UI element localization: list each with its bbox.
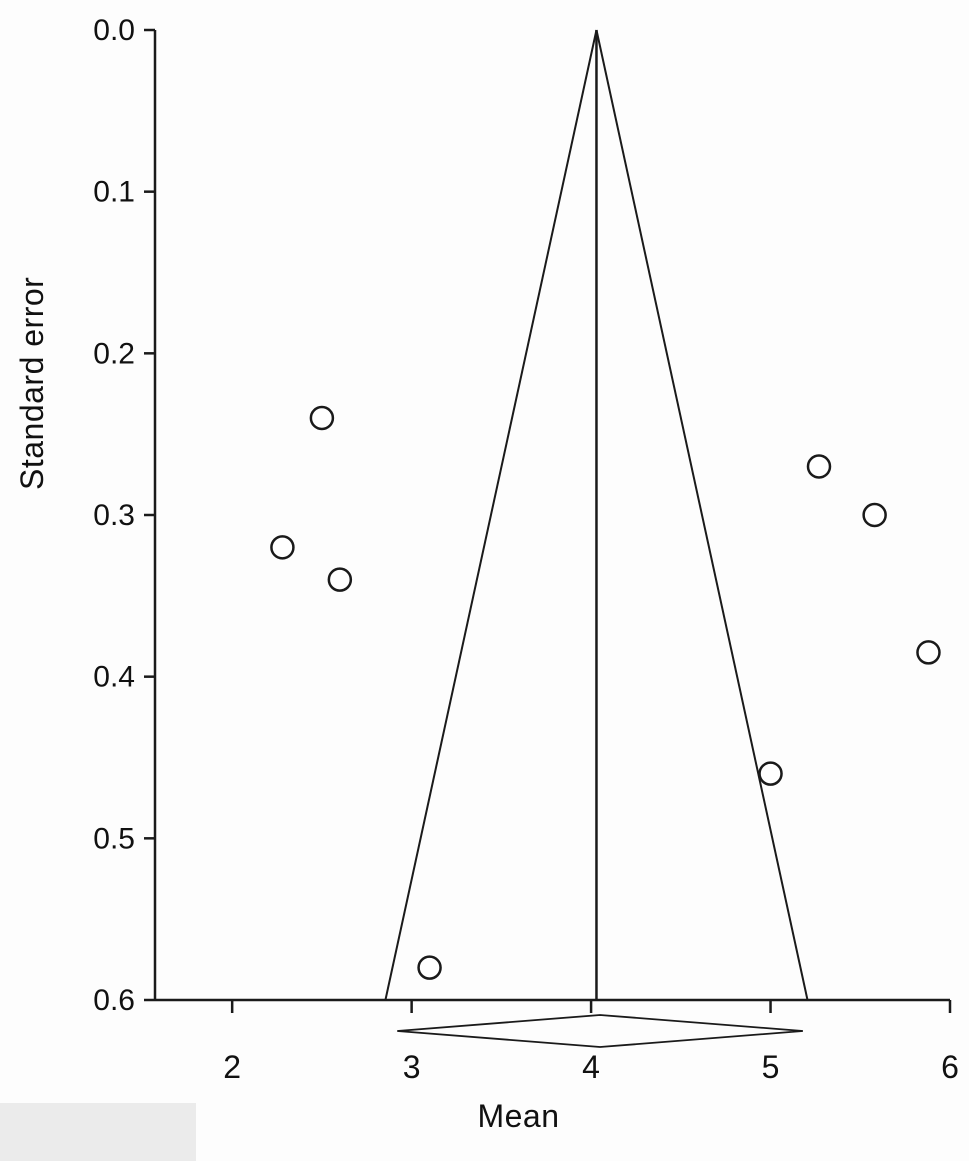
y-tick-label: 0.1: [93, 176, 135, 209]
y-tick-label: 0.4: [93, 661, 135, 694]
y-tick-label: 0.5: [93, 822, 135, 855]
x-tick-label: 4: [582, 1049, 600, 1085]
study-point: [309, 405, 335, 431]
study-point: [916, 640, 941, 665]
study-point: [862, 502, 887, 528]
study-point: [270, 535, 295, 560]
study-point: [806, 454, 832, 479]
funnel-right-boundary: [595, 29, 809, 1001]
y-tick-label: 0.3: [93, 499, 135, 532]
x-tick-label: 2: [223, 1049, 241, 1085]
funnel-left-boundary: [384, 29, 598, 1001]
scan-artifact: [0, 1103, 196, 1161]
y-tick-label: 0.0: [93, 14, 135, 47]
x-axis-title: Mean: [0, 1098, 969, 1135]
x-axis-title-text: Mean: [477, 1098, 560, 1134]
x-tick-label: 6: [941, 1049, 959, 1085]
x-tick-label: 5: [762, 1049, 780, 1085]
pooled-estimate-diamond: [397, 1014, 803, 1048]
study-point: [327, 567, 353, 592]
x-tick-label: 3: [403, 1049, 421, 1085]
y-tick-label: 0.2: [93, 337, 135, 370]
y-tick-label: 0.6: [93, 984, 135, 1017]
y-axis-title: Standard error: [14, 276, 50, 490]
study-point: [758, 761, 783, 786]
study-point: [417, 955, 442, 980]
